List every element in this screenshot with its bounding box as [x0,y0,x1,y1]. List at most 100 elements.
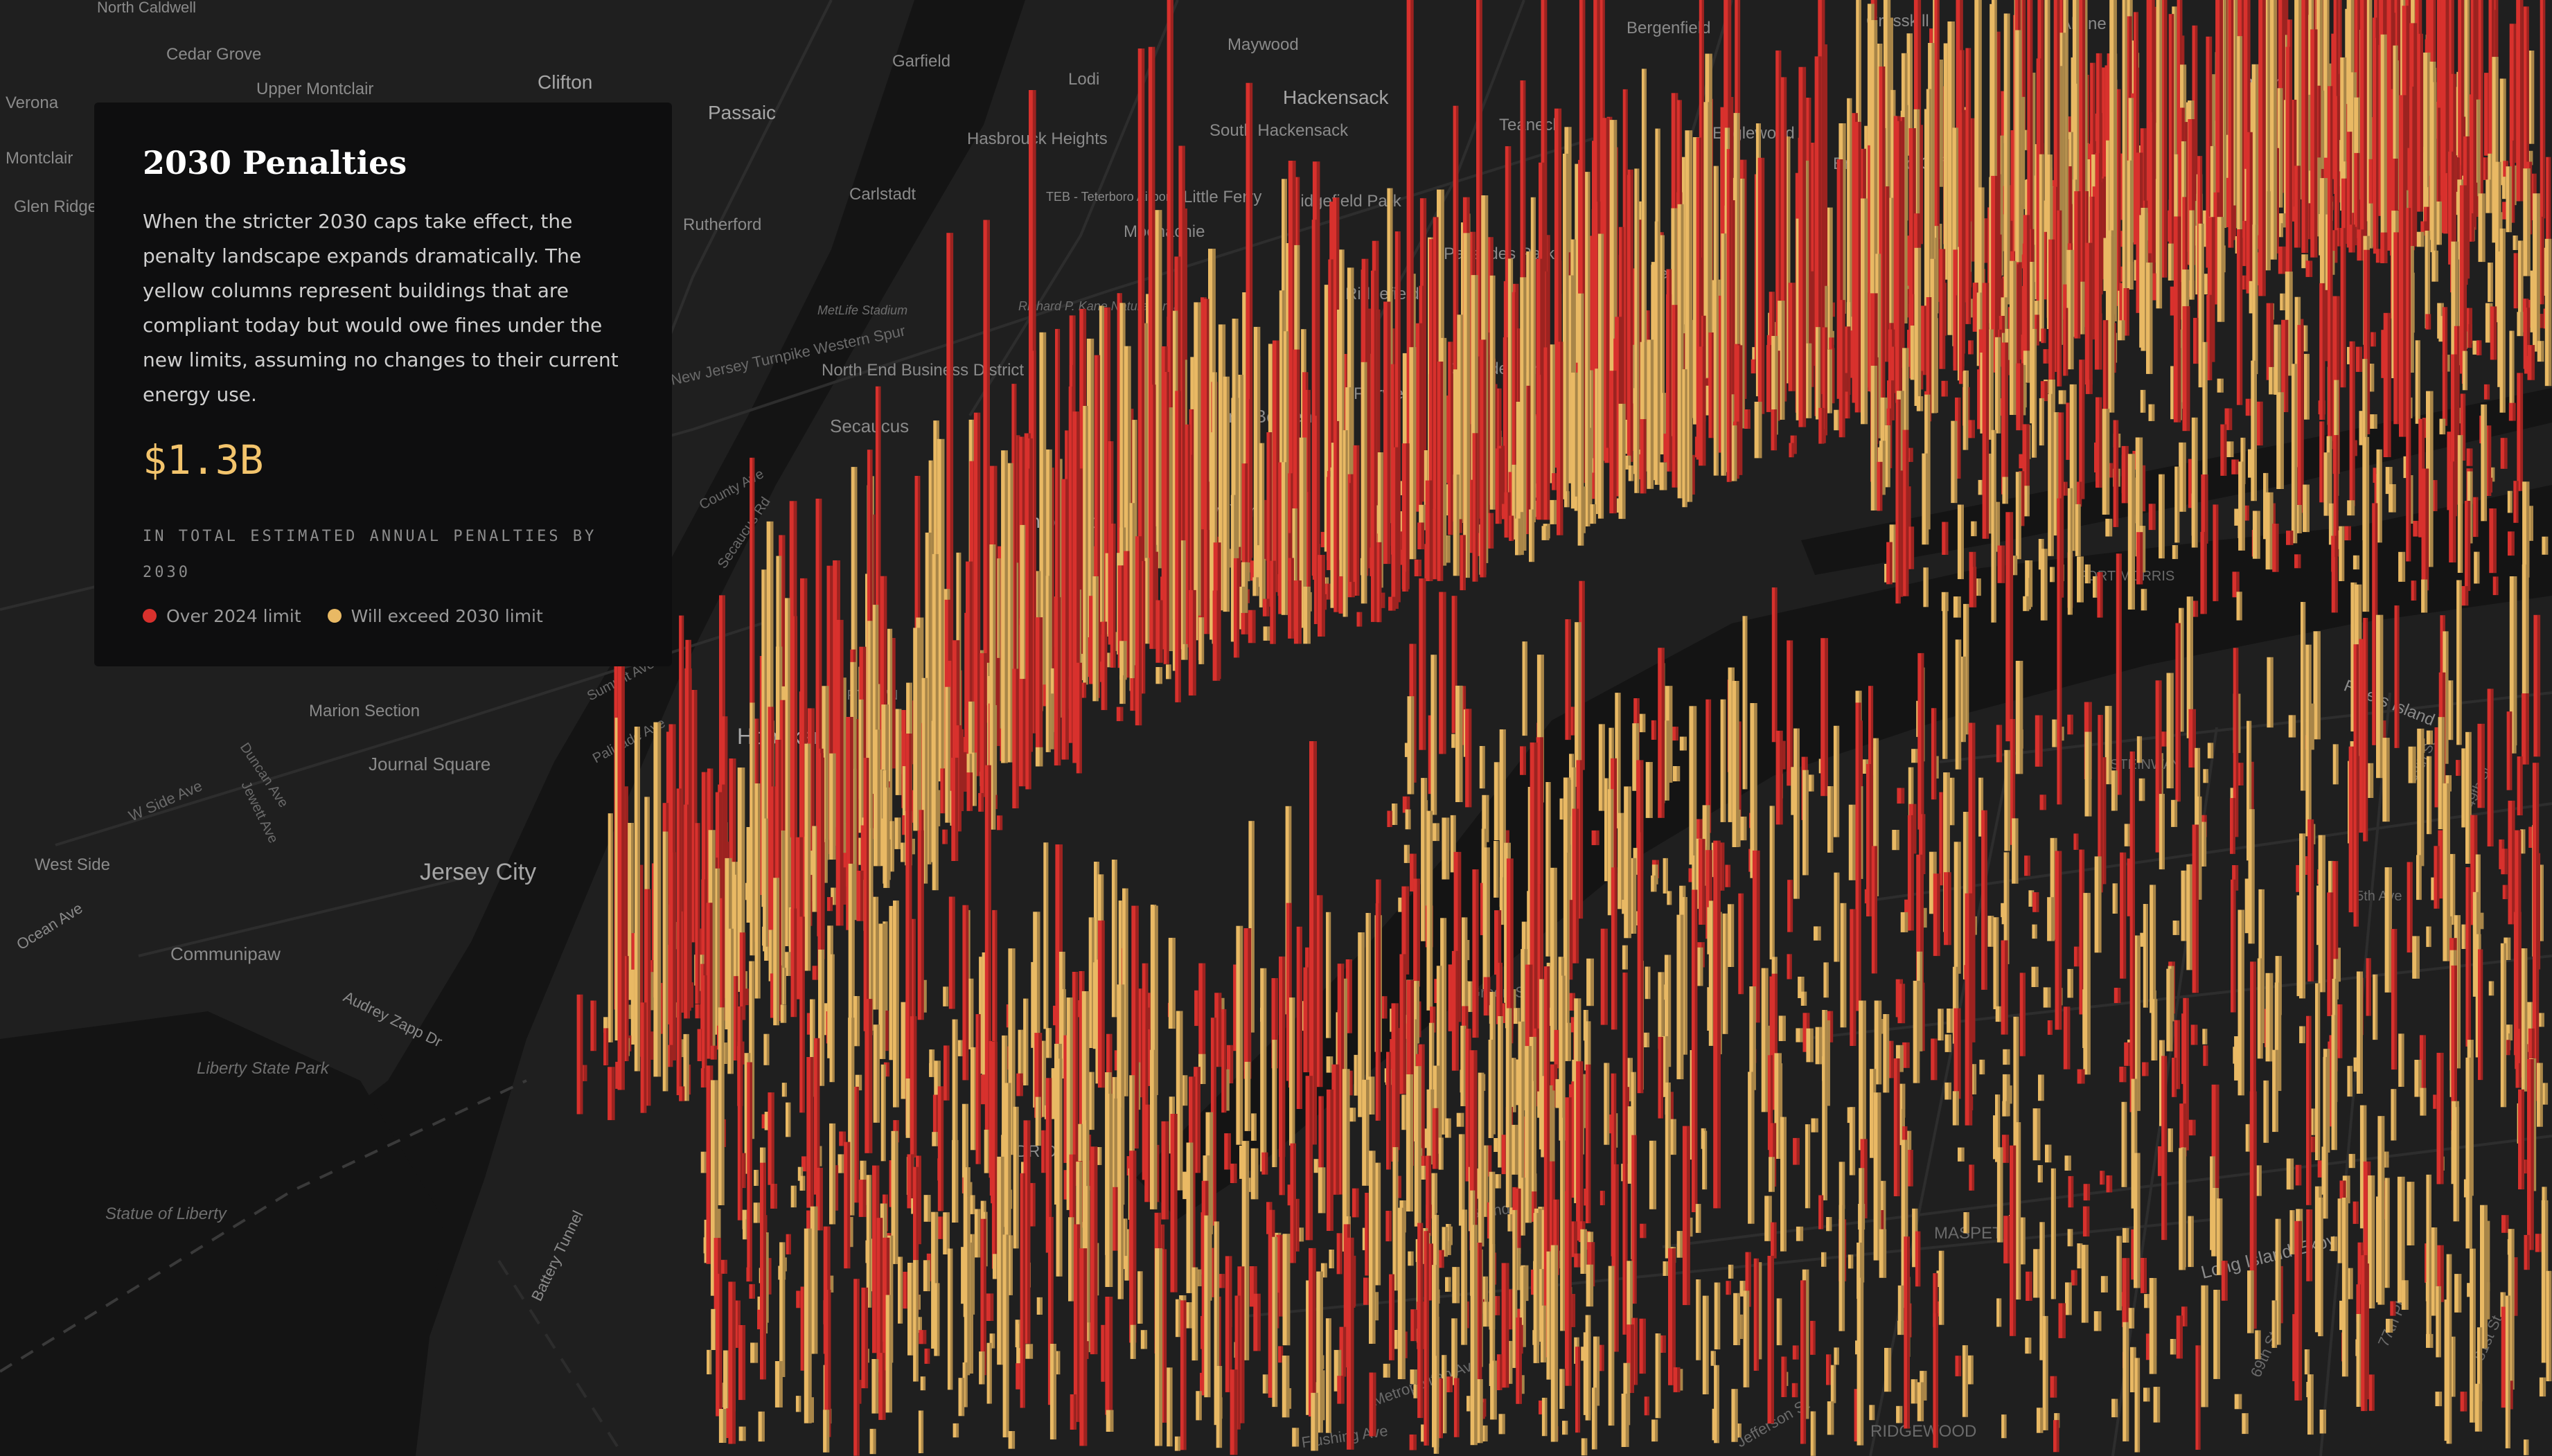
building-column-over-2024[interactable] [2140,128,2147,238]
building-column-over-2024[interactable] [2467,213,2475,242]
building-column-exceed-2030[interactable] [2537,341,2544,362]
building-column-exceed-2030[interactable] [2349,72,2357,226]
building-column-exceed-2030[interactable] [2039,154,2044,341]
building-column-over-2024[interactable] [2490,306,2497,360]
building-column-over-2024[interactable] [2305,260,2313,277]
building-column-exceed-2030[interactable] [2436,201,2442,245]
building-column-over-2024[interactable] [2152,273,2159,301]
building-column-exceed-2030[interactable] [2231,0,2238,229]
building-column-exceed-2030[interactable] [2294,0,2303,199]
building-column-over-2024[interactable] [2336,186,2343,203]
building-column-over-2024[interactable] [2502,202,2510,220]
building-column-over-2024[interactable] [2027,0,2033,294]
building-column-exceed-2030[interactable] [2367,203,2373,249]
building-column-exceed-2030[interactable] [2126,262,2134,290]
building-column-over-2024[interactable] [2458,0,2464,172]
building-column-exceed-2030[interactable] [2280,293,2285,310]
building-column-over-2024[interactable] [2192,25,2198,195]
building-column-over-2024[interactable] [2464,324,2472,348]
building-column-over-2024[interactable] [1908,128,1916,335]
building-column-over-2024[interactable] [2425,314,2431,330]
building-column-over-2024[interactable] [2240,275,2248,290]
building-column-exceed-2030[interactable] [2485,303,2493,343]
building-column-over-2024[interactable] [2516,0,2524,202]
building-column-exceed-2030[interactable] [2518,240,2524,330]
building-column-exceed-2030[interactable] [1887,197,1895,344]
building-column-over-2024[interactable] [2503,161,2508,188]
building-column-over-2024[interactable] [2448,151,2455,265]
building-column-exceed-2030[interactable] [1976,292,1983,366]
building-column-over-2024[interactable] [2255,235,2261,249]
building-column-exceed-2030[interactable] [1883,0,1891,317]
building-column-exceed-2030[interactable] [2278,223,2283,238]
building-column-exceed-2030[interactable] [2073,83,2080,271]
building-column-over-2024[interactable] [2074,191,2081,339]
building-column-over-2024[interactable] [2118,231,2126,247]
building-column-over-2024[interactable] [2331,230,2338,263]
building-column-exceed-2030[interactable] [2237,36,2242,245]
building-column-exceed-2030[interactable] [2066,249,2074,370]
building-column-exceed-2030[interactable] [2204,274,2210,294]
building-column-exceed-2030[interactable] [1978,187,1985,358]
building-column-over-2024[interactable] [2118,266,2126,282]
building-column-over-2024[interactable] [1939,249,1946,369]
building-column-over-2024[interactable] [2278,246,2286,274]
building-column-over-2024[interactable] [2457,165,2464,186]
building-column-exceed-2030[interactable] [2249,281,2256,314]
building-column-over-2024[interactable] [1882,186,1890,362]
building-column-over-2024[interactable] [2469,94,2476,230]
building-column-over-2024[interactable] [2371,332,2376,347]
building-column-over-2024[interactable] [1965,48,1971,324]
building-column-over-2024[interactable] [2334,96,2340,233]
building-column-exceed-2030[interactable] [2262,191,2271,271]
building-column-over-2024[interactable] [2290,100,2297,209]
building-column-over-2024[interactable] [2420,221,2427,236]
building-column-exceed-2030[interactable] [2023,130,2028,150]
building-column-over-2024[interactable] [2095,153,2102,341]
building-column-over-2024[interactable] [2193,317,2199,364]
building-column-exceed-2030[interactable] [2526,150,2533,166]
building-column-over-2024[interactable] [1810,143,1817,366]
building-column-over-2024[interactable] [2540,0,2546,219]
building-column-exceed-2030[interactable] [1825,207,1833,371]
building-columns[interactable] [576,0,2552,1456]
building-column-exceed-2030[interactable] [2488,263,2493,302]
building-column-exceed-2030[interactable] [2453,191,2461,215]
building-column-over-2024[interactable] [2301,0,2309,254]
building-column-over-2024[interactable] [1934,0,1940,302]
building-column-over-2024[interactable] [2258,0,2266,296]
building-column-exceed-2030[interactable] [2533,193,2540,352]
building-column-over-2024[interactable] [2079,0,2086,328]
building-column-over-2024[interactable] [2510,140,2515,223]
building-column-exceed-2030[interactable] [2122,0,2127,328]
building-column-over-2024[interactable] [2315,85,2321,205]
building-column-over-2024[interactable] [2207,217,2215,362]
building-column-exceed-2030[interactable] [2478,193,2485,263]
building-column-exceed-2030[interactable] [2106,140,2111,312]
building-column-over-2024[interactable] [2484,73,2491,156]
building-column-exceed-2030[interactable] [2109,0,2117,321]
building-column-exceed-2030[interactable] [2117,320,2125,341]
building-column-over-2024[interactable] [2114,89,2121,306]
building-column-over-2024[interactable] [2101,67,2108,228]
building-column-over-2024[interactable] [2443,172,2451,234]
building-column-over-2024[interactable] [1968,118,1975,262]
building-column-exceed-2030[interactable] [2168,243,2174,281]
building-column-exceed-2030[interactable] [1943,43,1950,280]
building-column-exceed-2030[interactable] [2495,161,2501,323]
building-column-exceed-2030[interactable] [2044,0,2050,286]
building-column-exceed-2030[interactable] [2485,179,2493,213]
building-column-over-2024[interactable] [2478,0,2483,199]
building-column-exceed-2030[interactable] [1952,127,1960,346]
building-column-over-2024[interactable] [2019,0,2026,143]
building-column-exceed-2030[interactable] [2488,153,2493,196]
building-column-exceed-2030[interactable] [2217,217,2225,322]
building-column-exceed-2030[interactable] [1992,0,1997,350]
building-column-exceed-2030[interactable] [2465,0,2470,141]
building-column-exceed-2030[interactable] [2078,281,2085,335]
building-column-exceed-2030[interactable] [2393,45,2398,258]
building-column-over-2024[interactable] [2523,6,2529,169]
building-column-exceed-2030[interactable] [2513,236,2518,250]
building-column-exceed-2030[interactable] [2527,51,2535,144]
